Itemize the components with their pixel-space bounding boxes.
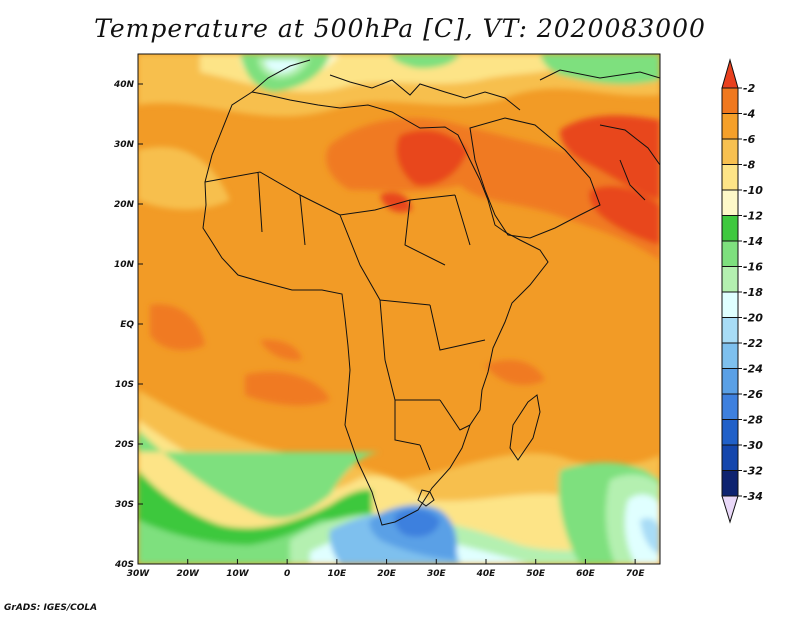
colorbar-swatch [721,419,739,446]
lon-tick-label: 60E [576,569,596,579]
lon-tick-label: 20E [377,569,397,579]
colorbar: -2 -4 -6 -8 -10 -12 -14 -16 -18 -20 -22 -24 -26 -28 -3… [721,58,763,524]
lon-tick-label: 40E [476,569,497,579]
lat-tick-label: EQ [120,320,134,330]
lon-tick-label: 10W [226,569,250,579]
colorbar-label: -16 [743,261,763,274]
lat-tick-label: 20N [114,200,135,210]
map-title: Temperature at 500hPa [C], VT: 202008300… [94,14,706,43]
colorbar-label: -20 [743,312,763,325]
colorbar-label: -24 [743,363,763,376]
colorbar-swatch [721,215,739,242]
colorbar-label: -32 [743,465,763,478]
lon-tick-label: 50E [526,569,546,579]
colorbar-swatch [721,266,739,293]
colorbar-label: -6 [743,133,756,146]
colorbar-swatch [721,113,739,140]
colorbar-label: -12 [743,210,763,223]
map-frame [137,53,661,565]
lat-tick-label: 10N [114,260,135,270]
lon-tick-label: 10E [328,569,348,579]
colorbar-label: -22 [743,337,763,350]
colorbar-label: -14 [743,235,763,248]
lon-tick-label: 0 [284,569,290,579]
lat-tick-label: 40S [114,560,134,570]
colorbar-swatch [721,444,739,471]
colorbar-swatch [721,189,739,216]
lon-tick-label: 30W [127,569,151,579]
lat-tick-label: 20S [115,440,134,450]
colorbar-label: -2 [743,82,756,95]
colorbar-label: -10 [743,184,763,197]
colorbar-label: -28 [743,414,763,427]
colorbar-label: -30 [743,439,763,452]
colorbar-swatch [721,470,739,497]
colorbar-swatch [721,393,739,420]
colorbar-label: -26 [743,388,763,401]
colorbar-lower-arrow [721,495,739,524]
colorbar-upper-arrow [721,58,739,89]
colorbar-swatch [721,138,739,165]
lat-tick-label: 30S [115,500,134,510]
colorbar-swatch [721,240,739,267]
colorbar-swatch [721,317,739,344]
colorbar-swatch [721,87,739,114]
temperature-field [138,54,660,564]
longitude-axis: 30W 20W 10W 0 10E 20E 30E 40E 50E 60E 70E [127,559,646,579]
colorbar-swatch [721,368,739,395]
colorbar-label: -4 [743,108,755,121]
colorbar-swatch [721,342,739,369]
colorbar-label: -34 [743,490,763,503]
lat-tick-label: 10S [115,380,134,390]
lat-tick-label: 40N [113,80,135,90]
coastlines [202,59,660,526]
latitude-axis: 40N 30N 20N 10N EQ 10S 20S 30S 40S [113,80,143,570]
footer-credit: GrADS: IGES/COLA [4,603,98,613]
lon-tick-label: 20W [176,569,200,579]
colorbar-label: -8 [743,159,756,172]
colorbar-swatch [721,164,739,191]
lat-tick-label: 30N [114,140,135,150]
lon-tick-label: 70E [626,569,646,579]
lon-tick-label: 30E [427,569,447,579]
colorbar-label: -18 [743,286,763,299]
colorbar-swatch [721,291,739,318]
